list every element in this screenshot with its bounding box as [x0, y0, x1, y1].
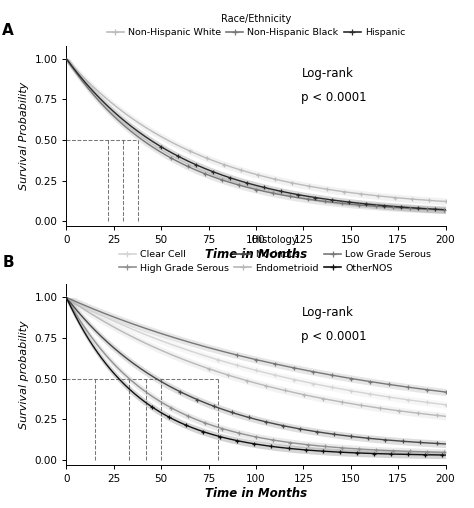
X-axis label: Time in Months: Time in Months [205, 487, 307, 500]
Legend: Non-Hispanic White, Non-Hispanic Black, Hispanic: Non-Hispanic White, Non-Hispanic Black, … [107, 14, 405, 38]
Text: p < 0.0001: p < 0.0001 [301, 330, 367, 342]
Text: Log-rank: Log-rank [301, 68, 353, 80]
Text: A: A [2, 23, 14, 38]
Text: Log-rank: Log-rank [301, 306, 353, 319]
Y-axis label: Survival probability: Survival probability [18, 321, 28, 429]
Y-axis label: Survival Probability: Survival Probability [18, 82, 28, 190]
Legend: Clear Cell, High Grade Serous, Mucinous, Endometrioid, Low Grade Serous, OtherNO: Clear Cell, High Grade Serous, Mucinous,… [119, 235, 431, 273]
Text: p < 0.0001: p < 0.0001 [301, 91, 367, 104]
X-axis label: Time in Months: Time in Months [205, 248, 307, 261]
Text: B: B [2, 255, 14, 270]
